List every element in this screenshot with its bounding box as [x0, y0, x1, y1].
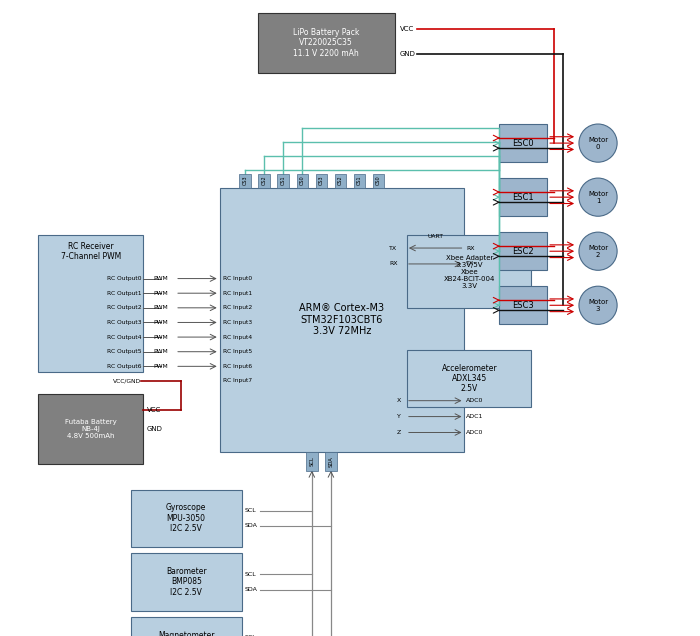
Text: Motor
1: Motor 1 [588, 191, 608, 204]
Text: CS0: CS0 [300, 176, 304, 186]
Circle shape [579, 124, 617, 162]
Text: SCL: SCL [309, 456, 314, 466]
Text: PWM: PWM [154, 305, 169, 310]
FancyBboxPatch shape [38, 235, 144, 372]
Text: SCL: SCL [245, 572, 257, 577]
FancyBboxPatch shape [407, 235, 531, 308]
FancyBboxPatch shape [297, 174, 308, 188]
FancyBboxPatch shape [500, 178, 547, 216]
FancyBboxPatch shape [258, 13, 395, 73]
Text: TX: TX [466, 261, 475, 266]
Text: RX: RX [389, 261, 398, 266]
Text: ARM® Cortex-M3
STM32F103CBT6
3.3V 72MHz: ARM® Cortex-M3 STM32F103CBT6 3.3V 72MHz [300, 303, 384, 336]
Text: ADC1: ADC1 [466, 414, 484, 419]
Text: RC Input0: RC Input0 [223, 276, 252, 281]
FancyBboxPatch shape [500, 232, 547, 270]
FancyBboxPatch shape [373, 174, 384, 188]
Text: Gyroscope
MPU-3050
I2C 2.5V: Gyroscope MPU-3050 I2C 2.5V [166, 504, 206, 533]
Text: RC Output5: RC Output5 [107, 349, 141, 354]
Text: ADC0: ADC0 [466, 398, 484, 403]
Text: RC Input5: RC Input5 [223, 349, 252, 354]
Text: RC Input4: RC Input4 [223, 335, 252, 340]
Text: PWM: PWM [154, 276, 169, 281]
Text: CS3: CS3 [319, 176, 324, 186]
Text: ESC0: ESC0 [512, 139, 534, 148]
Text: CS2: CS2 [338, 176, 343, 186]
Text: CS1: CS1 [357, 176, 362, 186]
Text: RC Input3: RC Input3 [223, 320, 252, 325]
Text: SDA: SDA [245, 523, 258, 529]
Text: ADC0: ADC0 [466, 430, 484, 435]
Text: RC Output2: RC Output2 [107, 305, 141, 310]
Text: Motor
2: Motor 2 [588, 245, 608, 258]
Text: RC Input1: RC Input1 [223, 291, 252, 296]
Circle shape [579, 232, 617, 270]
Text: Motor
3: Motor 3 [588, 299, 608, 312]
Text: RC Output6: RC Output6 [107, 364, 141, 369]
Text: PWM: PWM [154, 291, 169, 296]
FancyBboxPatch shape [277, 174, 289, 188]
Text: Accelerometer
ADXL345
2.5V: Accelerometer ADXL345 2.5V [442, 364, 497, 393]
FancyBboxPatch shape [239, 174, 251, 188]
Text: SCL: SCL [245, 508, 257, 513]
Text: RC Output0: RC Output0 [107, 276, 141, 281]
Text: Barometer
BMP085
I2C 2.5V: Barometer BMP085 I2C 2.5V [166, 567, 206, 597]
FancyBboxPatch shape [131, 490, 242, 547]
Text: RC Output1: RC Output1 [107, 291, 141, 296]
Circle shape [579, 286, 617, 324]
FancyBboxPatch shape [38, 394, 144, 464]
Text: SDA: SDA [328, 455, 333, 467]
Text: CS2: CS2 [262, 176, 267, 186]
Text: RC Input7: RC Input7 [223, 378, 252, 384]
FancyBboxPatch shape [258, 174, 270, 188]
FancyBboxPatch shape [326, 452, 337, 471]
Text: Magnetometer
HMC5883L
I2C 2.5V: Magnetometer HMC5883L I2C 2.5V [158, 631, 214, 636]
FancyBboxPatch shape [354, 174, 365, 188]
Text: X: X [397, 398, 401, 403]
Text: PWM: PWM [154, 320, 169, 325]
FancyBboxPatch shape [131, 617, 242, 636]
FancyBboxPatch shape [220, 188, 465, 452]
Text: LiPo Battery Pack
VT220025C35
11.1 V 2200 mAh: LiPo Battery Pack VT220025C35 11.1 V 220… [293, 28, 359, 58]
Text: CS3: CS3 [243, 176, 248, 186]
Text: Xbee Adapter
3.3V/5V
Xbee
XB24-BCIT-004
3.3V: Xbee Adapter 3.3V/5V Xbee XB24-BCIT-004 … [444, 255, 495, 289]
FancyBboxPatch shape [306, 452, 318, 471]
Text: Z: Z [397, 430, 401, 435]
Text: Motor
0: Motor 0 [588, 137, 608, 149]
Text: GND: GND [400, 51, 416, 57]
Text: VCC: VCC [400, 25, 414, 32]
Text: ESC2: ESC2 [512, 247, 534, 256]
Circle shape [579, 178, 617, 216]
Text: SDA: SDA [245, 587, 258, 592]
Text: RC Input6: RC Input6 [223, 364, 252, 369]
FancyBboxPatch shape [335, 174, 346, 188]
Text: PWM: PWM [154, 335, 169, 340]
Text: PWM: PWM [154, 364, 169, 369]
Text: VCC/GND: VCC/GND [113, 378, 141, 384]
FancyBboxPatch shape [500, 124, 547, 162]
Text: ESC1: ESC1 [512, 193, 534, 202]
Text: RX: RX [466, 245, 475, 251]
Text: RC Output4: RC Output4 [107, 335, 141, 340]
Text: GND: GND [146, 426, 162, 432]
Text: CS1: CS1 [281, 176, 286, 186]
Text: VCC: VCC [146, 407, 161, 413]
Text: RC Receiver
7-Channel PWM: RC Receiver 7-Channel PWM [61, 242, 121, 261]
Text: CS0: CS0 [376, 176, 381, 186]
Text: PWM: PWM [154, 349, 169, 354]
Text: ESC3: ESC3 [512, 301, 534, 310]
FancyBboxPatch shape [407, 350, 531, 407]
Text: RC Input2: RC Input2 [223, 305, 252, 310]
FancyBboxPatch shape [316, 174, 327, 188]
Text: Futaba Battery
NB-4J
4.8V 500mAh: Futaba Battery NB-4J 4.8V 500mAh [65, 419, 117, 439]
Text: Y: Y [397, 414, 401, 419]
FancyBboxPatch shape [500, 286, 547, 324]
Text: RC Output3: RC Output3 [107, 320, 141, 325]
FancyBboxPatch shape [131, 553, 242, 611]
Text: UART: UART [428, 234, 444, 239]
Text: TX: TX [389, 245, 398, 251]
